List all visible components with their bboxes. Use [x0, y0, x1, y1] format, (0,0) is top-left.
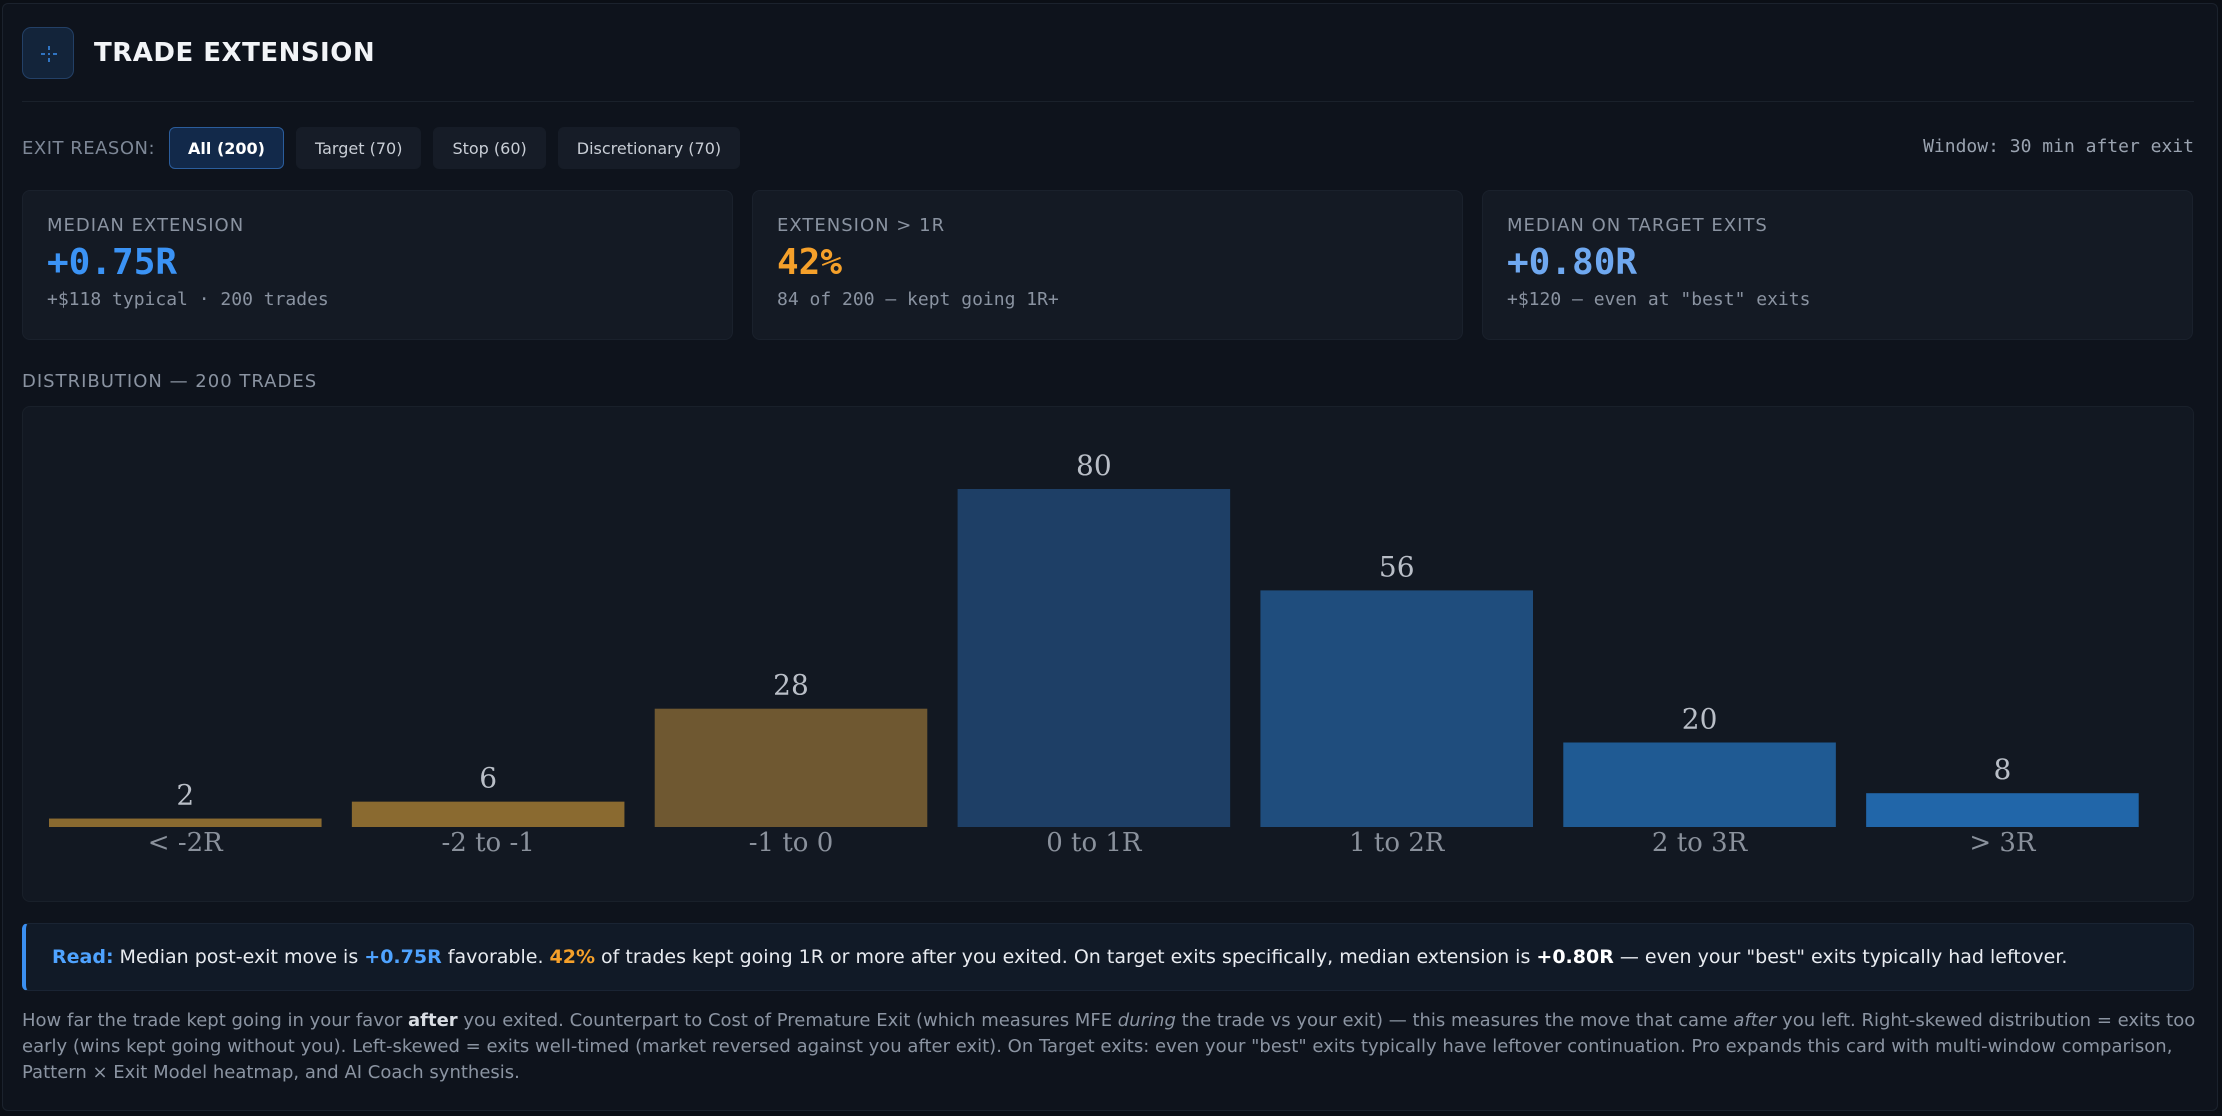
bar-value-label: 2 — [176, 779, 194, 812]
bar-1-to-2r — [1260, 590, 1533, 827]
distribution-label: DISTRIBUTION — 200 TRADES — [22, 371, 318, 392]
desc-italic-during: during — [1117, 1010, 1176, 1031]
filter-chip-target[interactable]: Target (70) — [296, 127, 422, 169]
bar-1-to-0 — [654, 708, 928, 827]
bar-2r — [49, 818, 322, 827]
stat-value: 42% — [777, 242, 843, 283]
bar-3r — [1866, 793, 2139, 827]
bar-2-to-1 — [351, 801, 625, 827]
category-label: 2 to 3R — [1652, 828, 1749, 858]
desc-text-2: you exited. Counterpart to Cost of Prema… — [457, 1010, 1118, 1031]
card-header: TRADE EXTENSION — [22, 27, 375, 79]
category-label: -1 to 0 — [749, 828, 834, 858]
read-value-percent: 42% — [549, 946, 596, 968]
filter-chip-stop[interactable]: Stop (60) — [433, 127, 546, 169]
bar-value-label: 20 — [1682, 703, 1718, 736]
crosshair-icon — [22, 27, 74, 79]
stat-value: +0.80R — [1507, 242, 1638, 283]
bar-2-to-3r — [1563, 742, 1836, 827]
stat-value: +0.75R — [47, 242, 178, 283]
window-label: Window: 30 min after exit — [1923, 136, 2194, 157]
read-summary: Read: Median post-exit move is +0.75R fa… — [22, 923, 2194, 991]
exit-reason-filter: EXIT REASON: All (200) Target (70) Stop … — [22, 127, 752, 169]
read-value-median: +0.75R — [364, 946, 442, 968]
distribution-bar-chart: 2 < -2R 6 -2 to -1 28 -1 to 0 80 0 to 1R 56 1 to … — [49, 449, 2139, 858]
bar-value-label: 8 — [1994, 753, 2012, 786]
card-title: TRADE EXTENSION — [94, 38, 376, 68]
stat-card-extension-over-1r: EXTENSION > 1R 42% 84 of 200 — kept goin… — [752, 190, 1463, 340]
bar-value-label: 56 — [1379, 550, 1415, 583]
read-text-3: of trades kept going 1R or more after yo… — [595, 946, 1537, 968]
read-text-2: favorable. — [441, 946, 550, 968]
stat-label: MEDIAN EXTENSION — [47, 215, 245, 236]
distribution-chart-panel: 2 < -2R 6 -2 to -1 28 -1 to 0 80 0 to 1R 56 1 to … — [22, 406, 2194, 902]
stat-card-median-extension: MEDIAN EXTENSION +0.75R +$118 typical · … — [22, 190, 733, 340]
filter-label: EXIT REASON: — [22, 137, 156, 159]
read-value-target: +0.80R — [1536, 946, 1614, 968]
desc-text-3: the trade vs your exit) — this measures … — [1175, 1010, 1734, 1031]
stat-subtext: 84 of 200 — kept going 1R+ — [777, 289, 1059, 310]
read-label: Read: — [52, 946, 114, 968]
stat-subtext: +$120 — even at "best" exits — [1507, 289, 1811, 310]
stat-label: MEDIAN ON TARGET EXITS — [1507, 215, 1768, 236]
desc-bold-after: after — [408, 1010, 458, 1031]
header-divider — [22, 101, 2194, 102]
filter-chip-all[interactable]: All (200) — [169, 127, 284, 169]
stat-label: EXTENSION > 1R — [777, 215, 946, 236]
stat-subtext: +$118 typical · 200 trades — [47, 289, 329, 310]
read-text-4: — even your "best" exits typically had l… — [1613, 946, 2068, 968]
card-description: How far the trade kept going in your fav… — [22, 1008, 2197, 1086]
read-text-1: Median post-exit move is — [119, 946, 365, 968]
category-label: 0 to 1R — [1046, 828, 1143, 858]
desc-text-1: How far the trade kept going in your fav… — [22, 1010, 408, 1031]
category-label: -2 to -1 — [441, 828, 534, 858]
category-label: > 3R — [1969, 828, 2037, 858]
filter-chip-discretionary[interactable]: Discretionary (70) — [557, 127, 741, 169]
bar-value-label: 6 — [479, 762, 497, 795]
category-label: < -2R — [148, 828, 224, 858]
bar-0-to-1r — [957, 489, 1231, 827]
bar-value-label: 80 — [1076, 449, 1112, 482]
stat-card-median-target-exits: MEDIAN ON TARGET EXITS +0.80R +$120 — ev… — [1482, 190, 2193, 340]
desc-text-4: you left. Right-skewed distribution = ex… — [22, 1010, 2196, 1083]
category-label: 1 to 2R — [1349, 828, 1446, 858]
bar-value-label: 28 — [773, 669, 809, 702]
desc-italic-after: after — [1733, 1010, 1777, 1031]
